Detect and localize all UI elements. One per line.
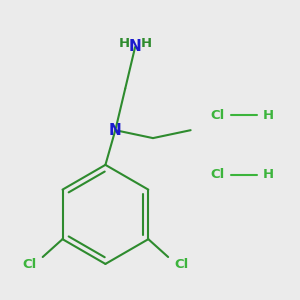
Text: H: H (262, 168, 274, 181)
Text: Cl: Cl (210, 168, 224, 181)
Text: H: H (140, 38, 152, 50)
Text: Cl: Cl (174, 258, 188, 272)
Text: H: H (262, 109, 274, 122)
Text: N: N (129, 40, 142, 55)
Text: Cl: Cl (23, 258, 37, 272)
Text: N: N (109, 123, 122, 138)
Text: Cl: Cl (210, 109, 224, 122)
Text: H: H (119, 38, 130, 50)
